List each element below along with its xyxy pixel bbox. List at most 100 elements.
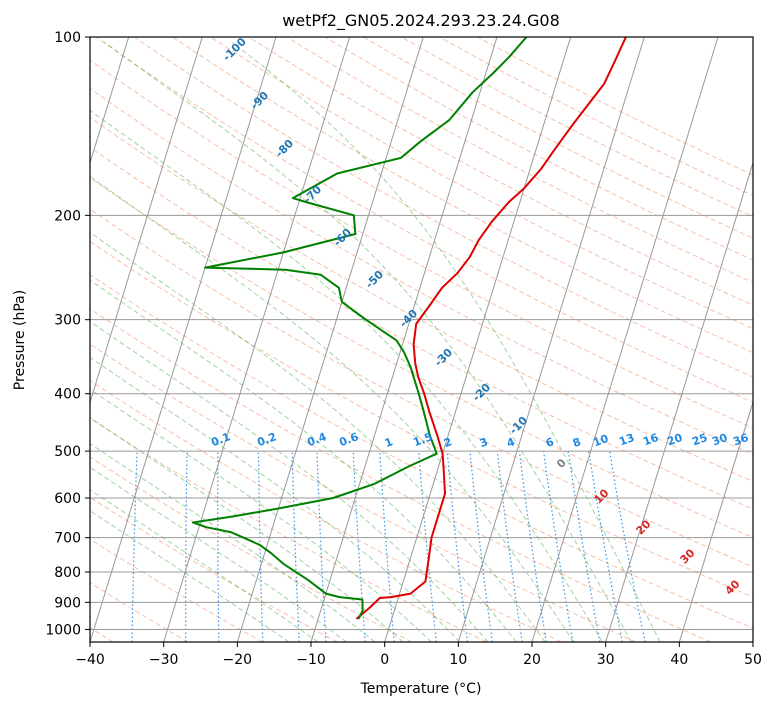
dry-adiabat-line bbox=[90, 581, 188, 642]
dry-adiabat-label: 10 bbox=[592, 486, 612, 506]
dry-adiabat-line bbox=[90, 87, 753, 455]
isotherm-gridline bbox=[90, 37, 203, 405]
x-tick-label: 30 bbox=[597, 652, 615, 668]
dry-adiabat-line bbox=[248, 37, 753, 306]
mixing-ratio-line bbox=[518, 451, 547, 642]
moist-adiabat-line bbox=[90, 109, 603, 642]
dry-adiabat-line bbox=[90, 240, 753, 598]
moist-adiabat-line bbox=[90, 510, 290, 642]
moist-adiabat-line bbox=[104, 41, 632, 642]
dry-adiabat-line bbox=[172, 37, 753, 354]
dewpoint-profile-line bbox=[192, 37, 528, 620]
isotherm-gridline bbox=[457, 37, 645, 642]
x-tick-label: 10 bbox=[449, 652, 467, 668]
moist-adiabat-line bbox=[90, 231, 546, 642]
dry-adiabat-line bbox=[90, 417, 487, 642]
y-tick-label: 600 bbox=[54, 491, 81, 507]
moist-adiabat-line bbox=[90, 356, 461, 642]
dry-adiabat-line bbox=[90, 308, 711, 642]
mixing-ratio-label: 10 bbox=[591, 432, 610, 450]
profile-lines bbox=[192, 37, 627, 620]
y-tick-label: 500 bbox=[54, 444, 81, 460]
mixing-ratio-line bbox=[496, 451, 523, 642]
mixing-ratio-label: 20 bbox=[665, 431, 684, 449]
mixing-ratio-label: 4 bbox=[505, 435, 517, 450]
moist-adiabat-label: -80 bbox=[273, 137, 296, 160]
mixing-ratio-line bbox=[543, 451, 574, 642]
mixing-ratio-line bbox=[418, 451, 437, 642]
dry-adiabat-label: 20 bbox=[634, 517, 654, 537]
mixing-ratio-label: 16 bbox=[641, 431, 660, 449]
mixing-ratio-label: 2 bbox=[442, 435, 454, 450]
moist-adiabat-label: -100 bbox=[220, 35, 249, 64]
x-tick-label: 0 bbox=[380, 652, 389, 668]
y-tick-label: 900 bbox=[54, 595, 81, 611]
x-tick-label: −40 bbox=[75, 652, 105, 668]
mixing-ratio-label: 0.2 bbox=[255, 430, 278, 449]
y-axis-label: Pressure (hPa) bbox=[12, 290, 28, 390]
dry-adiabat-label: 0 bbox=[554, 456, 569, 471]
isotherm-gridline bbox=[752, 640, 753, 642]
y-tick-label: 100 bbox=[54, 30, 81, 46]
moist-adiabat-line bbox=[90, 320, 489, 642]
moist-adiabat-line bbox=[90, 279, 517, 642]
mixing-ratio-label: 13 bbox=[617, 431, 636, 448]
mixing-ratio-line bbox=[379, 451, 395, 642]
x-axis-label: Temperature (°C) bbox=[360, 681, 482, 697]
moist-adiabat-line bbox=[231, 41, 661, 642]
dry-adiabat-label: 30 bbox=[678, 546, 698, 566]
x-tick-label: 40 bbox=[670, 652, 688, 668]
isopleth-labels: -100-90-80-70-60-50-40-30-20-100.1 0.2 0.4… bbox=[209, 35, 750, 598]
mixing-ratio-label: 1.5 bbox=[411, 430, 434, 449]
dry-adiabat-line bbox=[90, 456, 413, 642]
moist-adiabat-line bbox=[90, 466, 347, 642]
dry-adiabat-line bbox=[90, 146, 753, 510]
mixing-ratio-label: 1 bbox=[383, 435, 395, 450]
mixing-ratio-line bbox=[609, 451, 646, 642]
mixing-ratio-line bbox=[131, 451, 138, 642]
dry-adiabat-line bbox=[95, 37, 753, 403]
isotherm-gridline bbox=[90, 37, 277, 642]
mixing-ratio-label: 30 bbox=[710, 431, 729, 449]
dry-adiabat-line bbox=[90, 208, 753, 568]
moist-adiabat-label: -20 bbox=[470, 381, 493, 404]
isotherm-gridline bbox=[90, 37, 130, 165]
isotherm-gridline bbox=[384, 37, 572, 642]
moist-adiabat-label: -70 bbox=[301, 183, 324, 206]
isotherm-gridline bbox=[531, 37, 719, 642]
dry-adiabat-line bbox=[324, 37, 753, 261]
mixing-ratio-label: 36 bbox=[731, 431, 750, 449]
x-tick-label: −20 bbox=[223, 652, 253, 668]
plot-frame bbox=[89, 36, 754, 643]
moist-adiabat-label: -60 bbox=[331, 226, 354, 249]
mixing-ratio-label: 25 bbox=[690, 431, 709, 448]
x-tick-label: 20 bbox=[523, 652, 541, 668]
moist-adiabat-line bbox=[90, 442, 376, 642]
isotherm-gridline bbox=[163, 37, 351, 642]
isotherm-gridline bbox=[310, 37, 498, 642]
chart-title: wetPf2_GN05.2024.293.23.24.G08 bbox=[282, 11, 560, 31]
y-tick-label: 800 bbox=[54, 565, 81, 581]
x-tick-label: 50 bbox=[744, 652, 762, 668]
x-tick-label: −10 bbox=[296, 652, 326, 668]
temperature-profile-line bbox=[355, 37, 627, 620]
moist-adiabat-line bbox=[90, 489, 319, 642]
axes: −40 −30 −20 −10 0 10 20 30 40 5010020030040050060… bbox=[45, 30, 762, 668]
dry-adiabat-line bbox=[477, 37, 753, 176]
moist-adiabat-label: -90 bbox=[248, 89, 271, 112]
dry-adiabat-line bbox=[90, 538, 263, 642]
dry-adiabat-line bbox=[90, 343, 637, 642]
isotherm-gridline bbox=[678, 400, 753, 642]
dry-adiabat-line bbox=[90, 379, 562, 642]
background-grid bbox=[90, 37, 753, 642]
y-tick-label: 300 bbox=[54, 313, 81, 329]
moist-adiabat-line bbox=[90, 417, 404, 642]
dry-adiabat-line bbox=[286, 37, 753, 283]
isotherm-gridline bbox=[236, 37, 424, 642]
mixing-ratio-label: 0.6 bbox=[337, 430, 360, 449]
mixing-ratio-line bbox=[588, 451, 623, 642]
x-tick-label: −30 bbox=[149, 652, 179, 668]
mixing-ratio-label: 0.1 bbox=[209, 430, 232, 449]
moist-adiabat-line bbox=[90, 175, 575, 642]
